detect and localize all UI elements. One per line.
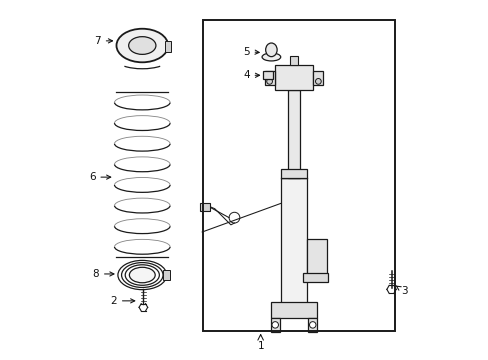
Text: 1: 1	[257, 341, 264, 351]
Bar	[164, 41, 171, 52]
Circle shape	[271, 321, 278, 328]
Ellipse shape	[128, 37, 156, 54]
Ellipse shape	[116, 29, 168, 62]
Bar	[306, 239, 326, 275]
Text: 7: 7	[94, 36, 112, 46]
Bar	[264, 71, 274, 85]
Bar	[262, 71, 272, 79]
Bar	[290, 56, 297, 65]
Circle shape	[309, 321, 315, 328]
Text: 5: 5	[243, 46, 259, 57]
Ellipse shape	[129, 267, 155, 283]
Circle shape	[266, 78, 272, 84]
Ellipse shape	[262, 53, 280, 61]
Bar	[307, 318, 317, 332]
Bar	[287, 90, 299, 178]
Text: 6: 6	[89, 172, 110, 182]
Bar	[203, 21, 394, 330]
Bar	[274, 65, 313, 90]
Bar	[270, 318, 279, 332]
Bar	[303, 273, 328, 282]
Bar	[281, 169, 306, 178]
Bar	[281, 178, 306, 304]
Bar	[270, 302, 317, 318]
Text: 3: 3	[395, 285, 407, 296]
Text: 4: 4	[243, 70, 259, 80]
Bar	[200, 203, 210, 211]
Circle shape	[315, 78, 321, 84]
Text: 8: 8	[92, 269, 114, 279]
Ellipse shape	[265, 43, 277, 57]
Bar	[163, 270, 169, 280]
Bar	[313, 71, 323, 85]
Text: 2: 2	[110, 296, 135, 306]
